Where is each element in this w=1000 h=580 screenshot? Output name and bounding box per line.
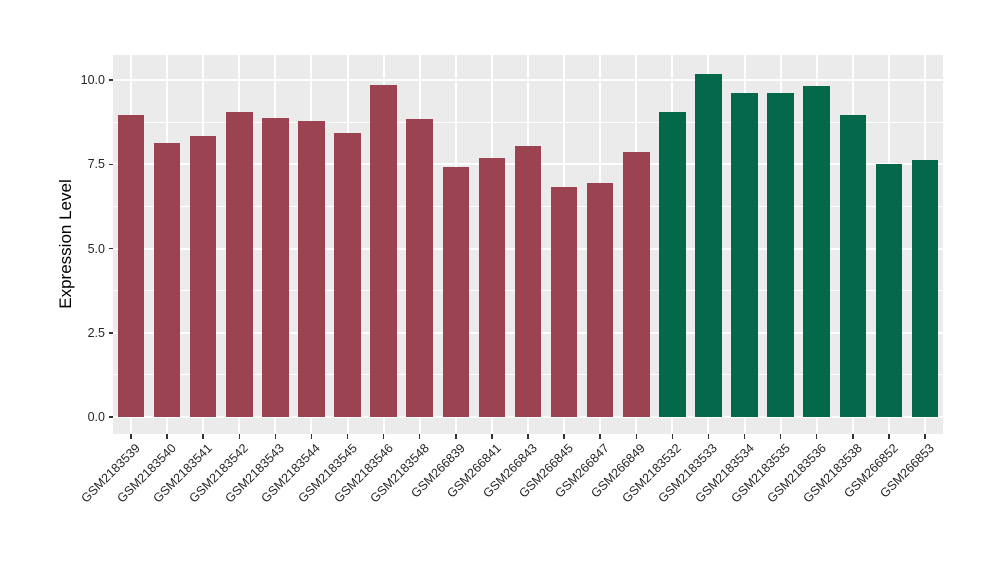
x-tick-mark <box>274 434 277 439</box>
x-tick-mark <box>418 434 421 439</box>
x-tick-mark <box>455 434 457 439</box>
x-tick-mark <box>743 434 746 439</box>
x-tick-mark <box>238 434 241 439</box>
bar-GSM2183542 <box>226 111 253 417</box>
y-tick-mark <box>108 332 113 334</box>
y-tick-label: 0.0 <box>87 410 105 424</box>
x-tick-mark <box>779 434 782 439</box>
bar-GSM266852 <box>875 163 903 417</box>
y-tick-label: 2.5 <box>87 325 105 340</box>
y-tick-label: 7.5 <box>87 157 105 172</box>
y-tick-label: 5.0 <box>87 241 105 256</box>
bar-GSM266843 <box>514 145 542 417</box>
bar-GSM2183540 <box>153 142 181 417</box>
y-tick-label: 10.0 <box>80 73 105 87</box>
x-tick-mark <box>166 434 168 439</box>
x-tick-mark <box>527 434 529 439</box>
x-tick-mark <box>852 434 854 439</box>
bar-GSM2183544 <box>298 121 325 417</box>
bar-GSM2183533 <box>695 73 722 417</box>
bar-GSM266853 <box>911 160 939 417</box>
y-tick-mark <box>108 163 113 165</box>
x-tick-mark <box>563 434 565 439</box>
x-tick-mark <box>671 434 674 439</box>
x-tick-mark <box>491 434 493 439</box>
x-tick-mark <box>382 434 385 439</box>
x-tick-mark <box>815 434 818 439</box>
bar-GSM2183541 <box>189 136 217 417</box>
y-tick-mark <box>108 416 113 418</box>
x-tick-mark <box>130 434 132 439</box>
x-tick-mark <box>924 434 926 439</box>
bar-GSM266841 <box>478 158 506 417</box>
bar-GSM2183538 <box>839 114 867 417</box>
x-tick-mark <box>310 434 313 439</box>
bar-GSM266849 <box>623 151 650 417</box>
y-tick-mark <box>108 247 113 250</box>
bar-GSM2183543 <box>262 117 289 417</box>
x-tick-mark <box>202 434 204 439</box>
x-tick-mark <box>635 434 637 439</box>
bar-GSM2183548 <box>406 119 433 417</box>
bar-GSM2183546 <box>370 85 397 417</box>
x-tick-mark <box>346 434 349 439</box>
x-tick-mark <box>888 434 890 439</box>
bar-GSM266847 <box>586 182 614 417</box>
x-tick-mark <box>707 434 710 439</box>
bar-GSM266839 <box>442 167 470 417</box>
bar-GSM2183532 <box>659 111 686 417</box>
plot-panel <box>113 55 943 434</box>
bar-GSM266845 <box>550 186 578 417</box>
bar-GSM2183535 <box>767 92 794 417</box>
bar-GSM2183536 <box>803 86 830 417</box>
y-tick-mark <box>108 79 113 81</box>
bar-GSM2183534 <box>731 92 758 417</box>
bar-GSM2183545 <box>334 132 361 417</box>
x-tick-mark <box>599 434 601 439</box>
bar-GSM2183539 <box>117 115 145 417</box>
